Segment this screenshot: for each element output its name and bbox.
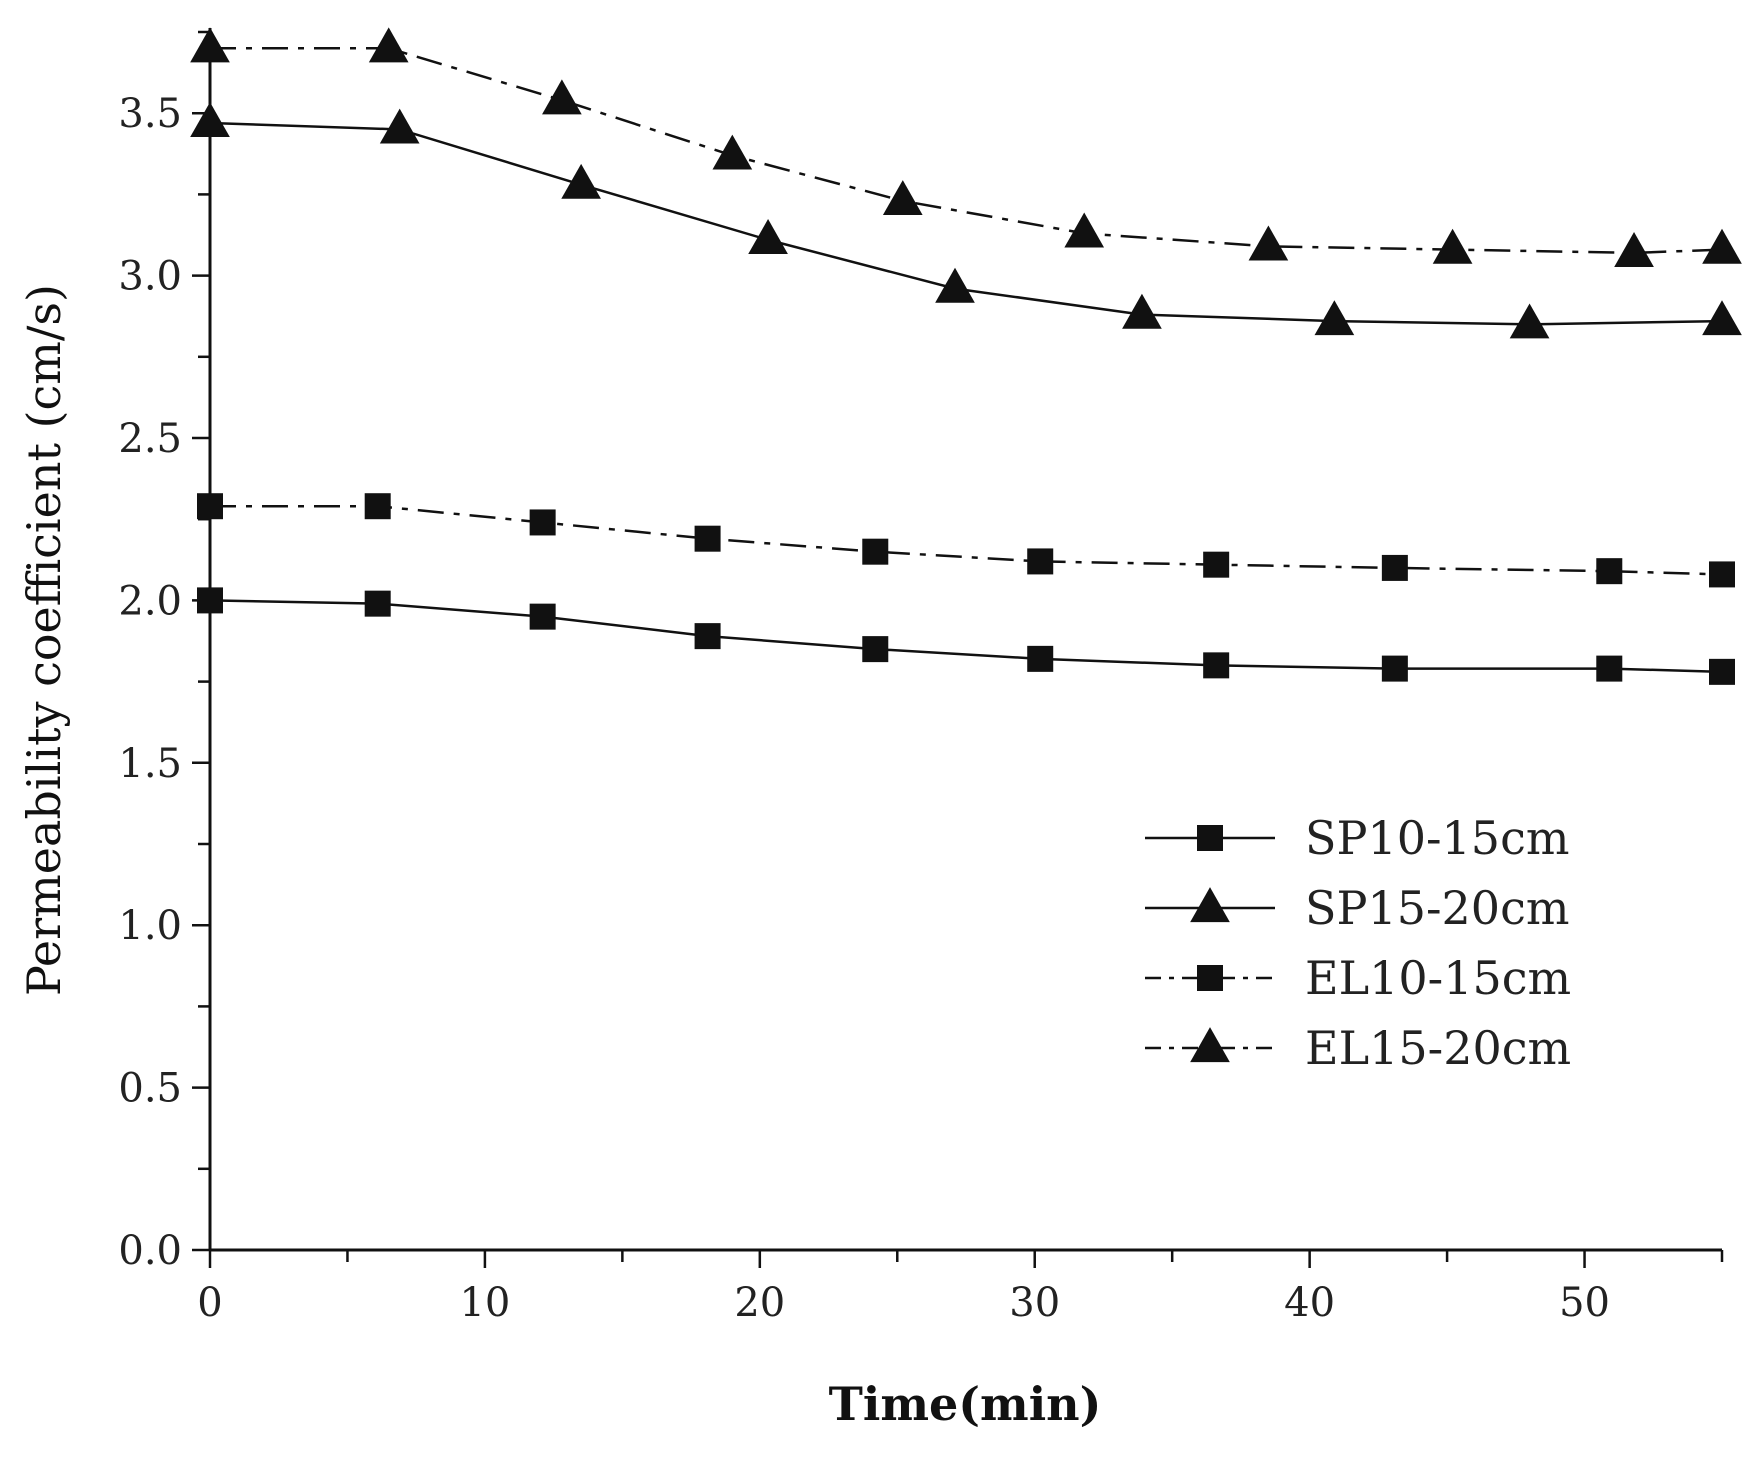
data-point-el10-15cm bbox=[1381, 554, 1408, 581]
data-point-el10-15cm bbox=[197, 493, 223, 520]
data-point-el15-20cm bbox=[1248, 225, 1289, 261]
data-point-sp10-15cm bbox=[1027, 645, 1054, 672]
y-axis-title: Permeability coefficient (cm/s) bbox=[17, 284, 71, 996]
legend-label-sp10-15cm: SP10-15cm bbox=[1305, 811, 1569, 865]
y-tick-label: 3.0 bbox=[118, 254, 182, 300]
data-point-el15-20cm bbox=[542, 79, 582, 115]
data-point-el15-20cm bbox=[1702, 228, 1742, 264]
data-point-el15-20cm bbox=[1614, 232, 1654, 267]
data-point-sp15-20cm bbox=[1314, 300, 1355, 336]
data-point-sp15-20cm bbox=[1122, 293, 1162, 329]
data-point-el10-15cm bbox=[529, 509, 556, 536]
plot-area: 0 10 20 30 40 50 0.0 0.5 1.0 1.5 2.0 2.5 3.0 3.5 bbox=[118, 27, 1742, 1326]
legend-label-el10-15cm: EL10-15cm bbox=[1305, 951, 1571, 1005]
data-point-el10-15cm bbox=[364, 493, 391, 520]
y-tick-label: 3.5 bbox=[118, 91, 182, 137]
x-tick-label: 10 bbox=[459, 1280, 510, 1326]
data-point-el10-15cm bbox=[694, 525, 721, 552]
series-line-sp10-15cm bbox=[209, 599, 1723, 674]
x-tick-label: 40 bbox=[1284, 1280, 1335, 1326]
data-point-sp15-20cm bbox=[1702, 300, 1742, 336]
data-point-el10-15cm bbox=[1709, 561, 1735, 588]
legend-marker-el15-20cm bbox=[1190, 1027, 1230, 1063]
data-point-sp10-15cm bbox=[1381, 655, 1408, 682]
data-point-el10-15cm bbox=[1596, 558, 1623, 585]
y-tick-label: 1.0 bbox=[118, 903, 182, 949]
legend-label-sp15-20cm: SP15-20cm bbox=[1305, 881, 1569, 935]
legend-marker-sp10-15cm bbox=[1197, 825, 1223, 851]
data-point-el15-20cm bbox=[1064, 212, 1105, 248]
data-point-el15-20cm bbox=[368, 27, 409, 63]
legend-label-el15-20cm: EL15-20cm bbox=[1305, 1021, 1571, 1075]
x-axis-title: Time(min) bbox=[829, 1377, 1102, 1431]
data-point-el15-20cm bbox=[1432, 228, 1473, 264]
legend: SP10-15cm SP15-20cm EL10-15cm EL15-20cm bbox=[1145, 811, 1571, 1075]
y-tick-label: 0.5 bbox=[118, 1066, 182, 1112]
x-tick-label: 30 bbox=[1009, 1280, 1060, 1326]
data-point-sp15-20cm bbox=[379, 108, 420, 144]
series-line-el10-15cm bbox=[210, 504, 1723, 576]
data-point-sp15-20cm bbox=[1509, 303, 1550, 339]
y-tick-label: 0.0 bbox=[118, 1228, 182, 1274]
legend-marker-el10-15cm bbox=[1197, 965, 1223, 991]
data-point-sp10-15cm bbox=[1709, 658, 1735, 685]
y-tick-label: 1.5 bbox=[118, 741, 182, 787]
data-point-sp10-15cm bbox=[364, 590, 391, 617]
data-point-el15-20cm bbox=[882, 180, 923, 216]
data-point-el15-20cm bbox=[712, 134, 753, 170]
series-line-el15-20cm bbox=[210, 46, 1723, 255]
data-point-sp15-20cm bbox=[748, 219, 788, 254]
data-point-sp10-15cm bbox=[694, 623, 721, 650]
data-point-sp10-15cm bbox=[1596, 655, 1623, 682]
x-tick-label: 20 bbox=[734, 1280, 785, 1326]
y-tick-label: 2.5 bbox=[118, 416, 182, 462]
data-point-sp15-20cm bbox=[561, 163, 601, 199]
data-point-el15-20cm bbox=[190, 27, 230, 63]
data-point-sp15-20cm bbox=[935, 267, 975, 303]
data-point-sp10-15cm bbox=[197, 587, 223, 614]
data-point-sp10-15cm bbox=[1203, 652, 1230, 679]
data-point-sp15-20cm bbox=[190, 102, 230, 138]
data-point-el10-15cm bbox=[1027, 548, 1054, 575]
x-tick-label: 50 bbox=[1559, 1280, 1610, 1326]
data-point-el10-15cm bbox=[862, 538, 889, 565]
data-point-sp10-15cm bbox=[862, 636, 889, 663]
data-point-sp10-15cm bbox=[529, 603, 556, 630]
data-point-el10-15cm bbox=[1203, 551, 1230, 578]
legend-marker-sp15-20cm bbox=[1190, 887, 1230, 923]
x-tick-label: 0 bbox=[197, 1280, 222, 1326]
y-tick-label: 2.0 bbox=[118, 578, 182, 624]
